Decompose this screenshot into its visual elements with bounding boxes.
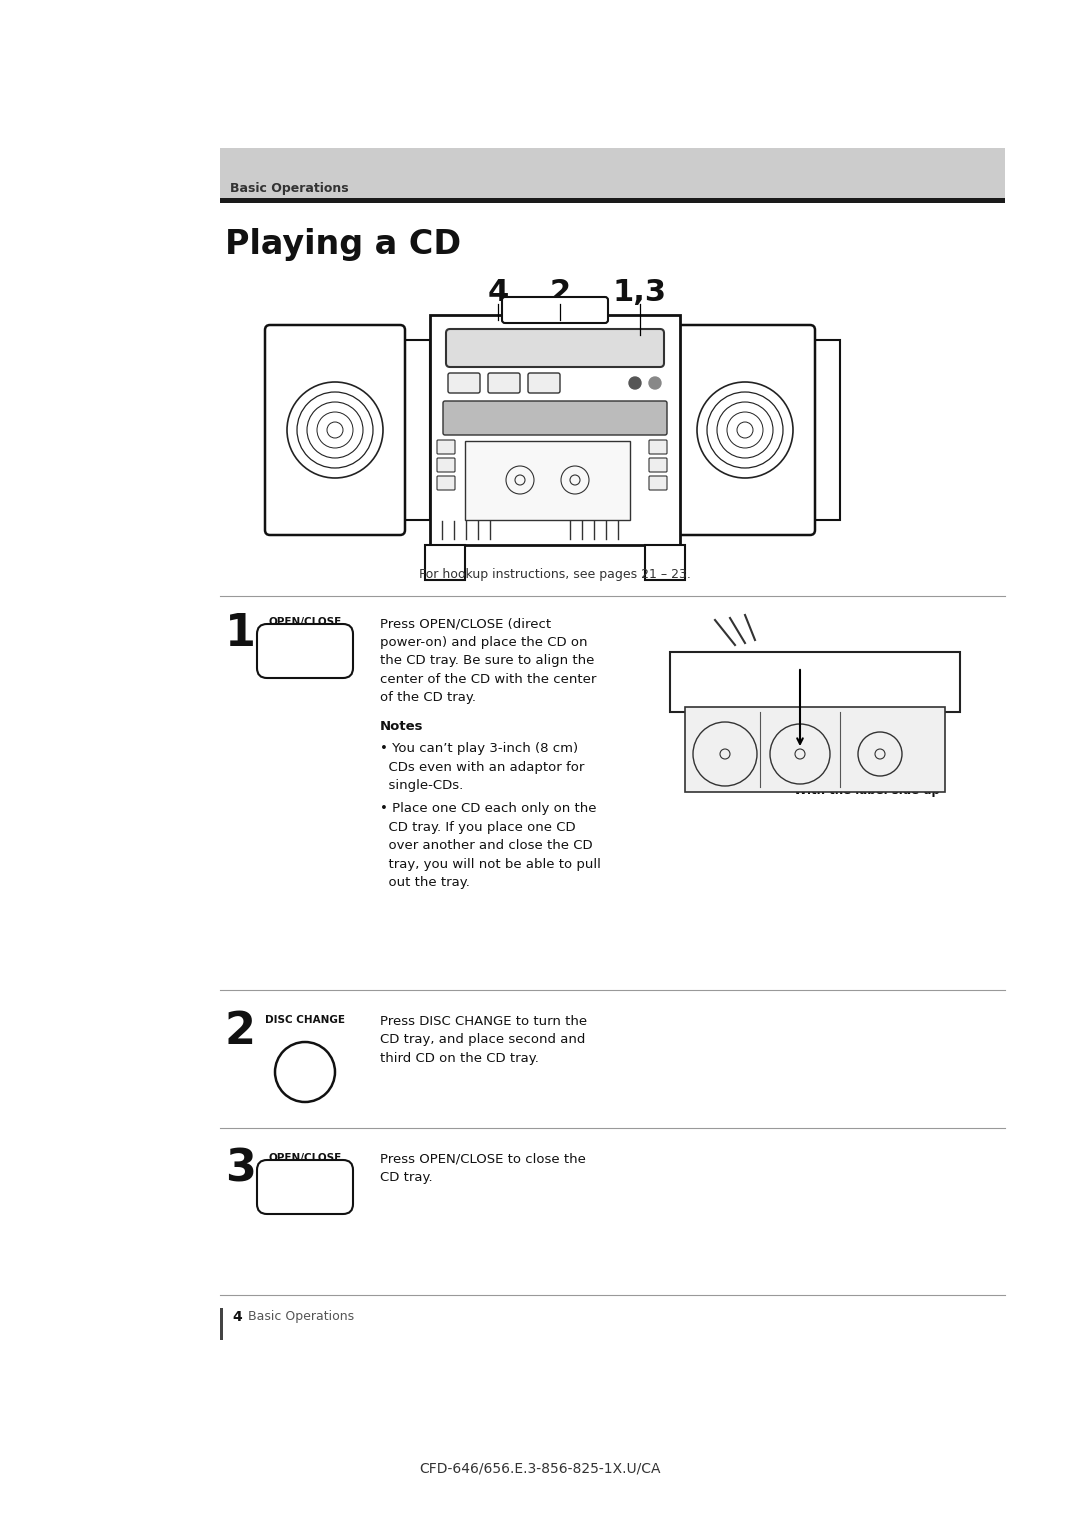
- Text: • Place one CD each only on the
  CD tray. If you place one CD
  over another an: • Place one CD each only on the CD tray.…: [380, 802, 600, 889]
- Bar: [220, 1308, 222, 1340]
- Text: 1,3: 1,3: [613, 278, 667, 307]
- Text: 3: 3: [225, 1148, 256, 1190]
- FancyBboxPatch shape: [649, 440, 667, 454]
- Text: OPEN/CLOSE: OPEN/CLOSE: [268, 1154, 341, 1163]
- FancyBboxPatch shape: [528, 373, 561, 393]
- Bar: [220, 199, 1005, 203]
- FancyBboxPatch shape: [257, 623, 353, 678]
- Bar: [465, 442, 630, 520]
- Bar: [220, 148, 1005, 203]
- Text: Press OPEN/CLOSE to close the
CD tray.: Press OPEN/CLOSE to close the CD tray.: [380, 1154, 585, 1184]
- FancyBboxPatch shape: [446, 329, 664, 367]
- Bar: [680, 341, 840, 520]
- Text: Press DISC CHANGE to turn the
CD tray, and place second and
third CD on the CD t: Press DISC CHANGE to turn the CD tray, a…: [380, 1015, 588, 1065]
- Text: CFD-646/656.E.3-856-825-1X.U/CA: CFD-646/656.E.3-856-825-1X.U/CA: [419, 1462, 661, 1476]
- Bar: [400, 341, 430, 520]
- Text: With the label side up: With the label side up: [794, 784, 940, 798]
- Text: Playing a CD: Playing a CD: [225, 228, 461, 261]
- FancyBboxPatch shape: [437, 440, 455, 454]
- Text: 2: 2: [225, 1010, 256, 1053]
- Text: Notes: Notes: [380, 720, 423, 733]
- Text: 4: 4: [487, 278, 509, 307]
- FancyBboxPatch shape: [443, 400, 667, 435]
- Text: 1: 1: [225, 613, 256, 656]
- Text: For hookup instructions, see pages 21 – 23.: For hookup instructions, see pages 21 – …: [419, 568, 691, 581]
- Text: Basic Operations: Basic Operations: [230, 182, 349, 196]
- Text: DISC CHANGE: DISC CHANGE: [265, 1015, 345, 1025]
- Bar: [426, 545, 465, 581]
- FancyBboxPatch shape: [448, 373, 480, 393]
- Bar: [645, 545, 685, 581]
- Bar: [430, 315, 680, 545]
- Text: Basic Operations: Basic Operations: [248, 1309, 354, 1323]
- FancyBboxPatch shape: [649, 477, 667, 490]
- FancyBboxPatch shape: [437, 477, 455, 490]
- FancyBboxPatch shape: [649, 458, 667, 472]
- Circle shape: [629, 377, 642, 390]
- Text: • You can’t play 3-inch (8 cm)
  CDs even with an adaptor for
  single-CDs.: • You can’t play 3-inch (8 cm) CDs even …: [380, 743, 584, 792]
- FancyBboxPatch shape: [257, 1160, 353, 1215]
- FancyBboxPatch shape: [670, 652, 960, 712]
- FancyBboxPatch shape: [437, 458, 455, 472]
- FancyBboxPatch shape: [502, 296, 608, 322]
- FancyBboxPatch shape: [265, 325, 405, 535]
- Circle shape: [649, 377, 661, 390]
- Bar: [685, 707, 945, 792]
- Text: 4: 4: [232, 1309, 242, 1323]
- FancyBboxPatch shape: [675, 325, 815, 535]
- Text: OPEN/CLOSE: OPEN/CLOSE: [268, 617, 341, 626]
- Bar: [660, 607, 970, 802]
- Text: Press OPEN/CLOSE (direct
power-on) and place the CD on
the CD tray. Be sure to a: Press OPEN/CLOSE (direct power-on) and p…: [380, 617, 596, 704]
- FancyBboxPatch shape: [488, 373, 519, 393]
- Text: 2: 2: [550, 278, 570, 307]
